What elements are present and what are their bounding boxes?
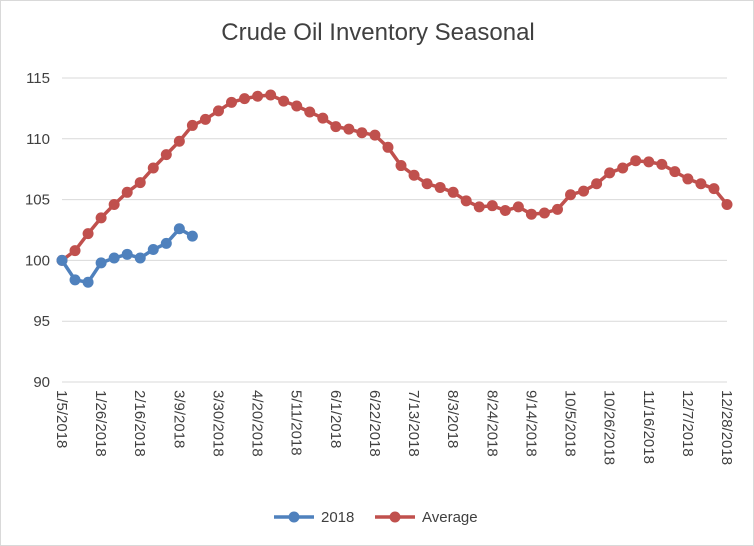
data-point [630, 155, 642, 167]
data-point [239, 93, 251, 105]
data-point [317, 112, 329, 124]
legend-marker [288, 511, 300, 523]
data-point [160, 237, 172, 249]
data-point [212, 105, 224, 117]
data-point [434, 181, 446, 193]
data-point [669, 166, 681, 178]
data-point [82, 228, 94, 240]
data-point [186, 119, 198, 131]
x-tick-label: 3/9/2018 [170, 390, 187, 448]
data-point [330, 121, 342, 133]
data-point [695, 178, 707, 190]
data-point [343, 123, 355, 135]
legend-label: 2018 [321, 509, 354, 526]
y-tick-label: 95 [33, 313, 50, 330]
x-tick-label: 9/14/2018 [522, 390, 539, 457]
data-point [291, 100, 303, 112]
data-point [473, 201, 485, 213]
x-tick-label: 12/28/2018 [718, 390, 735, 465]
legend: 2018 Average [274, 509, 478, 526]
data-point [160, 149, 172, 161]
data-point [499, 205, 511, 217]
data-point [708, 183, 720, 195]
y-tick-label: 115 [26, 70, 50, 87]
data-point [186, 230, 198, 242]
x-tick-label: 5/11/2018 [288, 390, 305, 456]
data-point [252, 90, 264, 102]
x-tick-label: 10/5/2018 [562, 390, 579, 457]
x-tick-label: 8/3/2018 [444, 390, 461, 448]
data-point [199, 113, 211, 125]
data-point [121, 186, 133, 198]
legend-label: Average [422, 509, 478, 526]
x-tick-label: 10/26/2018 [601, 390, 618, 465]
data-point [69, 274, 81, 286]
data-point [147, 243, 159, 255]
series-line-average [60, 93, 729, 262]
y-tick-label: 105 [25, 192, 50, 209]
data-point [134, 252, 146, 264]
data-point [486, 200, 498, 212]
legend-marker [389, 511, 401, 523]
x-tick-label: 6/1/2018 [327, 390, 344, 448]
gridlines [62, 77, 727, 383]
data-point [265, 89, 277, 101]
x-tick-label: 3/30/2018 [209, 390, 226, 457]
y-tick-label: 90 [33, 374, 50, 391]
data-point [408, 169, 420, 181]
data-point [173, 223, 185, 235]
data-point [656, 158, 668, 170]
x-tick-label: 12/7/2018 [679, 390, 696, 457]
series-lines [56, 89, 733, 288]
data-point [108, 252, 120, 264]
data-point [82, 276, 94, 288]
data-point [56, 254, 68, 266]
data-point [617, 162, 629, 174]
data-point [591, 178, 603, 190]
data-point [578, 185, 590, 197]
y-axis-labels: 90 95 100 105 110 115 [25, 70, 50, 391]
data-point [95, 257, 107, 269]
data-point [604, 167, 616, 179]
chart-title: Crude Oil Inventory Seasonal [221, 19, 535, 46]
data-point [304, 106, 316, 118]
data-point [382, 141, 394, 153]
data-point [421, 178, 433, 190]
x-tick-label: 1/5/2018 [53, 390, 70, 448]
y-tick-label: 110 [26, 131, 50, 148]
data-point [147, 162, 159, 174]
data-point [69, 245, 81, 257]
data-point [356, 127, 368, 139]
data-point [278, 95, 290, 107]
data-point [134, 177, 146, 189]
data-point [108, 198, 120, 210]
data-point [447, 186, 459, 198]
x-axis-labels: 1/5/2018 1/26/2018 2/16/2018 3/9/2018 3/30/2… [53, 390, 735, 465]
data-point [226, 96, 238, 108]
data-point [121, 248, 133, 260]
data-point [369, 129, 381, 141]
data-point [643, 156, 655, 168]
data-point [460, 195, 472, 207]
data-point [395, 160, 407, 172]
y-tick-label: 100 [25, 252, 50, 269]
data-point [682, 173, 694, 185]
data-point [173, 135, 185, 147]
data-point [721, 198, 733, 210]
x-tick-label: 11/16/2018 [640, 390, 657, 464]
x-tick-label: 8/24/2018 [483, 390, 500, 457]
x-tick-label: 7/13/2018 [405, 390, 422, 457]
data-point [95, 212, 107, 224]
data-point [551, 203, 563, 215]
data-point [512, 201, 524, 213]
data-point [538, 207, 550, 219]
x-tick-label: 2/16/2018 [131, 390, 148, 457]
x-tick-label: 6/22/2018 [366, 390, 383, 457]
data-point [565, 189, 577, 201]
x-tick-label: 1/26/2018 [92, 390, 109, 457]
x-tick-label: 4/20/2018 [249, 390, 266, 457]
data-point [525, 208, 537, 220]
